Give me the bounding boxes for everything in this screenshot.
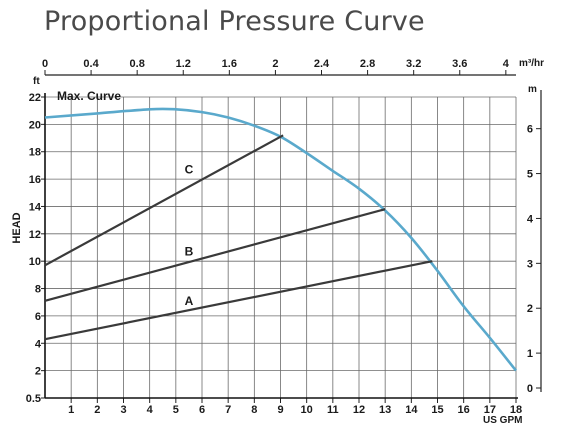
x-top-tick-label: 1.6 xyxy=(222,58,237,70)
y-right-tick-label: 0 xyxy=(527,383,533,395)
series-label-a: A xyxy=(185,294,194,308)
x-bottom-unit: US GPM xyxy=(483,415,522,426)
x-top-tick-label: 0.4 xyxy=(83,58,99,70)
y-left-tick-label: 8 xyxy=(35,284,41,296)
y-left-tick-label: 0.5 xyxy=(26,393,41,405)
y-right-tick-label: 6 xyxy=(527,124,533,136)
y-left-tick-label: 12 xyxy=(29,229,41,241)
x-bottom-tick-label: 16 xyxy=(458,404,470,416)
series-line-c xyxy=(44,134,284,267)
grid-lines xyxy=(45,96,517,399)
tick-labels: 1 2 3 4 5 6 7 8 9 10 11 12 13 14 15 16 17 180.52468101214… xyxy=(26,58,534,416)
y-left-tick-label: 4 xyxy=(35,338,42,350)
y-right-tick-label: 5 xyxy=(527,169,533,181)
y-left-unit: ft xyxy=(33,76,40,87)
y-left-tick-label: 18 xyxy=(29,147,41,159)
x-bottom-tick-label: 10 xyxy=(301,404,313,416)
x-bottom-tick-label: 5 xyxy=(173,404,179,416)
series-line-a xyxy=(44,260,433,341)
x-top-tick-label: 0 xyxy=(42,58,48,70)
x-top-tick-label: 0.8 xyxy=(130,58,145,70)
x-top-tick-label: 2.4 xyxy=(314,58,330,70)
y-left-tick-label: 2 xyxy=(35,366,41,378)
y-right-tick-label: 2 xyxy=(527,303,533,315)
x-top-tick-label: 3.2 xyxy=(406,58,421,70)
y-left-tick-label: 10 xyxy=(29,256,41,268)
x-top-tick-label: 2.8 xyxy=(360,58,375,70)
x-bottom-tick-label: 9 xyxy=(277,404,283,416)
x-bottom-tick-label: 13 xyxy=(379,404,391,416)
axes xyxy=(41,70,542,403)
max-curve-label: Max. Curve xyxy=(57,89,121,103)
chart-title: Proportional Pressure Curve xyxy=(44,6,425,37)
x-bottom-tick-label: 12 xyxy=(353,404,365,416)
y-right-tick-label: 3 xyxy=(527,258,533,270)
y-left-tick-label: 14 xyxy=(29,201,42,213)
x-bottom-tick-label: 2 xyxy=(94,404,100,416)
x-top-tick-label: 4 xyxy=(503,58,510,70)
x-top-tick-label: 1.2 xyxy=(176,58,191,70)
x-bottom-tick-label: 4 xyxy=(147,404,154,416)
y-left-tick-label: 20 xyxy=(29,119,41,131)
x-bottom-tick-label: 6 xyxy=(199,404,205,416)
y-right-unit: m xyxy=(528,84,537,95)
x-bottom-tick-label: 11 xyxy=(327,404,339,416)
y-left-tick-label: 6 xyxy=(35,311,41,323)
x-bottom-tick-label: 14 xyxy=(405,404,418,416)
y-right-tick-label: 1 xyxy=(527,348,533,360)
x-bottom-tick-label: 8 xyxy=(251,404,257,416)
series-lines xyxy=(44,107,518,372)
max-curve-line xyxy=(44,107,518,372)
series-label-c: C xyxy=(185,163,194,177)
x-top-tick-label: 2 xyxy=(272,58,278,70)
x-bottom-tick-label: 3 xyxy=(120,404,126,416)
x-bottom-tick-label: 18 xyxy=(510,404,522,416)
series-label-b: B xyxy=(185,245,194,259)
x-top-tick-label: 3.6 xyxy=(452,58,467,70)
y-right-tick-label: 4 xyxy=(527,213,534,225)
y-left-tick-label: 22 xyxy=(29,92,41,104)
y-left-tick-label: 16 xyxy=(29,174,41,186)
series-line-b xyxy=(44,208,386,302)
x-bottom-tick-label: 1 xyxy=(68,404,74,416)
x-bottom-tick-label: 17 xyxy=(484,404,496,416)
x-bottom-tick-label: 7 xyxy=(225,404,231,416)
x-top-unit: m³/hr xyxy=(519,58,544,69)
x-bottom-tick-label: 15 xyxy=(431,404,443,416)
y-axis-title: HEAD xyxy=(11,212,23,243)
